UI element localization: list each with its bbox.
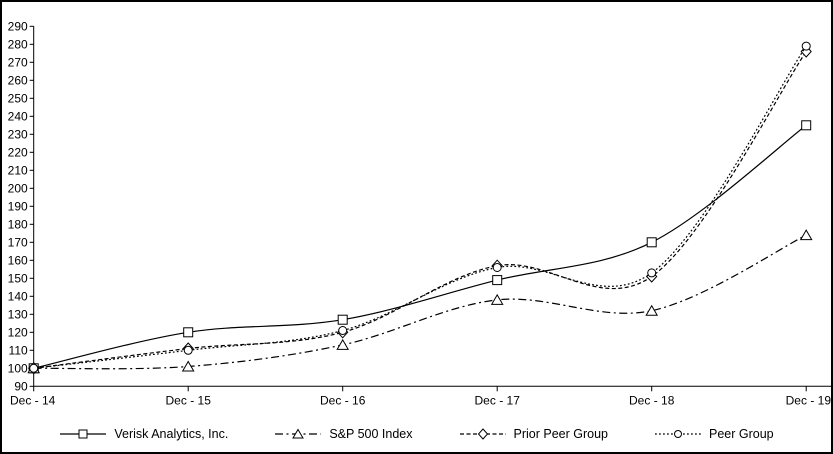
- triangle-marker-icon: [275, 428, 322, 439]
- circle-marker-icon: [801, 41, 811, 51]
- y-tick-label: 170: [8, 235, 28, 249]
- y-axis-ticks: 90 100 110 120 130 140 150 160 170 180 190 200 210 22…: [8, 19, 34, 393]
- legend-item-prior-peer-group: Prior Peer Group: [459, 427, 608, 441]
- chart-legend: Verisk Analytics, Inc. S&P 500 Index Pri…: [2, 418, 831, 450]
- series-verisk-analytics-inc: [28, 120, 812, 374]
- triangle-marker-icon: [799, 229, 813, 241]
- y-tick-label: 120: [8, 325, 28, 339]
- circle-marker-icon: [29, 363, 39, 373]
- square-marker-icon: [492, 275, 503, 286]
- y-tick-label: 270: [8, 55, 28, 69]
- y-tick-label: 230: [8, 127, 28, 141]
- square-marker-icon: [183, 327, 194, 338]
- y-tick-label: 210: [8, 163, 28, 177]
- x-tick-label: Dec - 15: [166, 393, 212, 407]
- axes: [33, 26, 831, 387]
- triangle-marker-icon: [181, 360, 195, 372]
- legend-label-peer-group: Peer Group: [708, 427, 774, 441]
- legend-label-prior-peer-group: Prior Peer Group: [513, 427, 608, 441]
- circle-marker-icon: [492, 263, 502, 272]
- triangle-marker-icon: [645, 304, 659, 316]
- x-tick-label: Dec - 18: [629, 393, 675, 407]
- legend-item-verisk-analytics: Verisk Analytics, Inc.: [59, 427, 228, 441]
- square-marker-icon: [60, 429, 107, 439]
- square-marker-icon: [801, 120, 812, 131]
- triangle-marker-icon: [336, 338, 350, 350]
- y-tick-label: 240: [8, 109, 28, 123]
- y-tick-label: 280: [8, 37, 28, 51]
- y-tick-label: 200: [8, 181, 28, 195]
- circle-marker-icon: [654, 430, 701, 438]
- x-tick-label: Dec - 19: [786, 393, 832, 407]
- circle-marker-icon: [647, 268, 657, 278]
- legend-label-verisk-analytics: Verisk Analytics, Inc.: [114, 427, 229, 441]
- x-tick-label: Dec - 14: [10, 393, 56, 407]
- legend-item-peer-group: Peer Group: [654, 427, 774, 441]
- y-tick-label: 290: [8, 19, 28, 33]
- series-peer-group: [29, 41, 811, 373]
- x-tick-label: Dec - 17: [475, 393, 521, 407]
- y-tick-label: 130: [8, 307, 28, 321]
- circle-marker-icon: [338, 326, 348, 335]
- legend-item-sp500-index: S&P 500 Index: [274, 427, 413, 441]
- y-tick-label: 180: [8, 217, 28, 231]
- square-marker-icon: [337, 314, 348, 325]
- y-tick-label: 150: [8, 271, 28, 285]
- y-tick-label: 220: [8, 145, 28, 159]
- y-tick-label: 100: [8, 361, 28, 375]
- y-tick-label: 90: [14, 379, 28, 393]
- x-axis-ticks: Dec - 14 Dec - 15 Dec - 16 Dec - 17 Dec - 18…: [10, 386, 831, 407]
- x-tick-label: Dec - 16: [320, 393, 366, 407]
- triangle-marker-icon: [490, 293, 504, 305]
- total-return-line-chart: 90 100 110 120 130 140 150 160 170 180 190 200 210 22…: [8, 19, 831, 407]
- y-tick-label: 190: [8, 199, 28, 213]
- y-tick-label: 250: [8, 91, 28, 105]
- y-tick-label: 160: [8, 253, 28, 267]
- y-tick-label: 140: [8, 289, 28, 303]
- circle-marker-icon: [183, 345, 193, 355]
- series-prior-peer-group: [28, 45, 812, 375]
- square-marker-icon: [646, 237, 657, 248]
- y-tick-label: 110: [9, 343, 28, 357]
- diamond-marker-icon: [459, 428, 506, 440]
- legend-label-sp500-index: S&P 500 Index: [329, 427, 413, 441]
- y-tick-label: 260: [8, 73, 28, 87]
